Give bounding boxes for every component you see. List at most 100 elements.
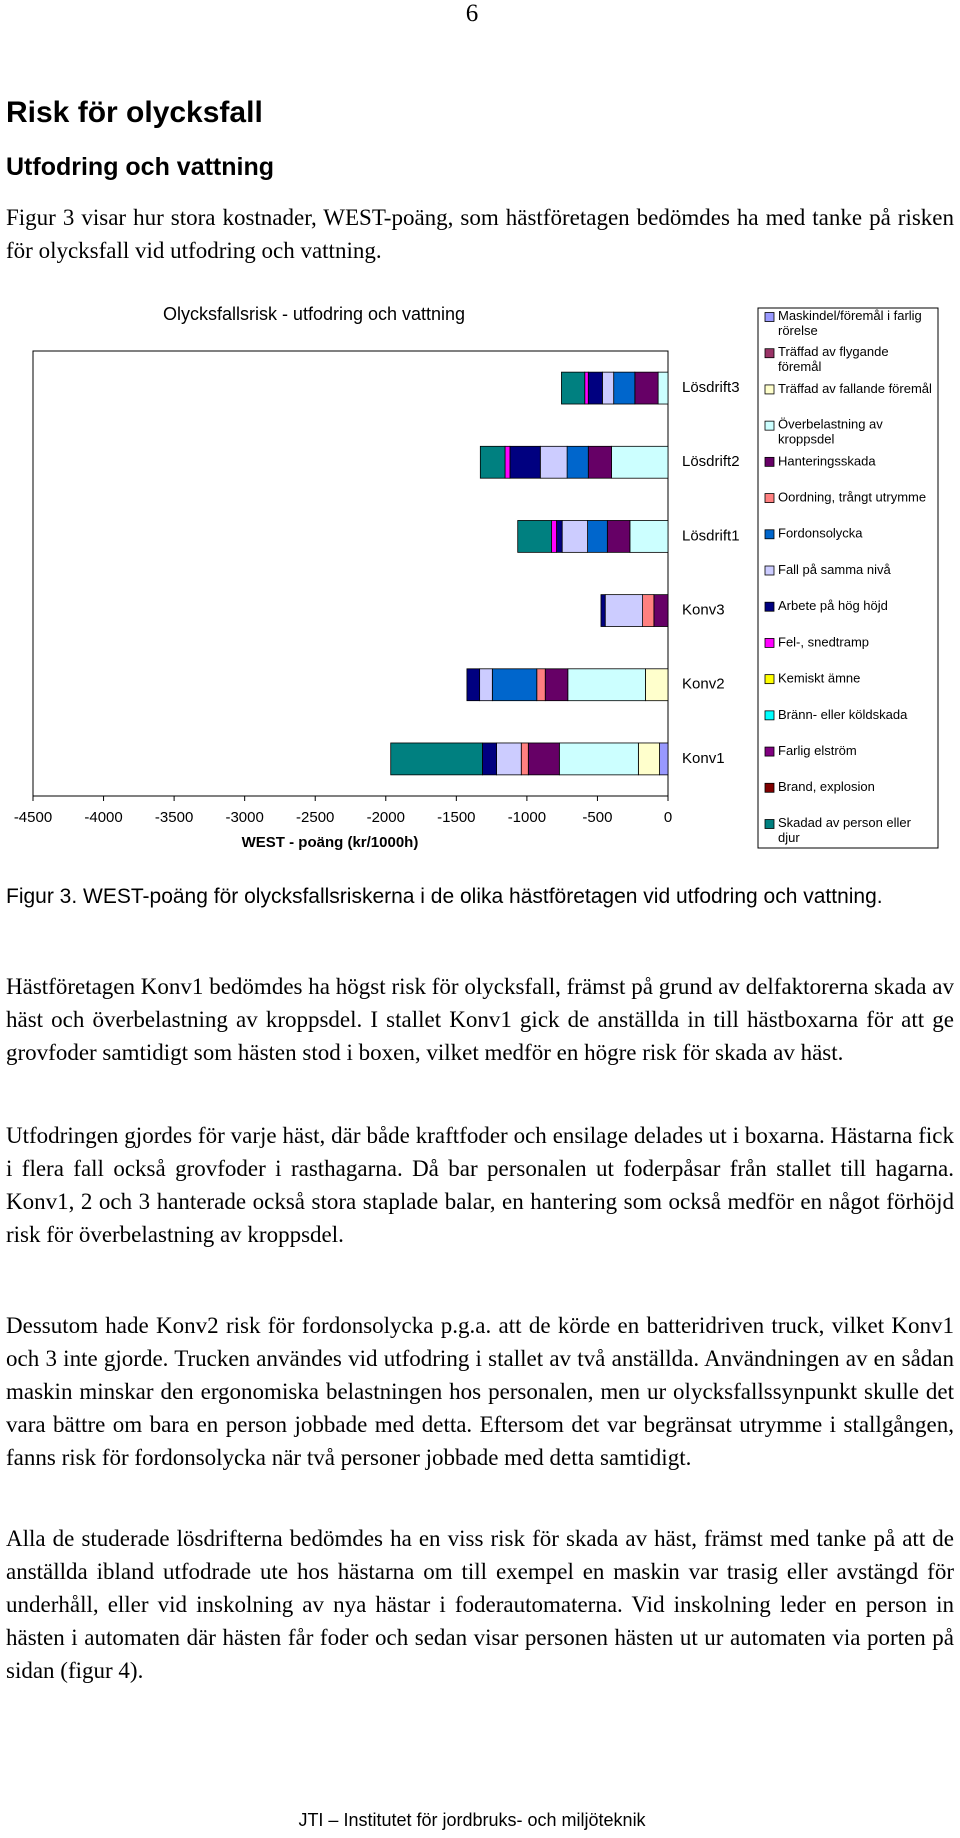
- x-tick-label: -4500: [14, 809, 52, 826]
- plot-area: [32, 350, 669, 797]
- bar-segment: [613, 371, 636, 405]
- bar-segment: [390, 742, 483, 776]
- category-label: Lösdrift2: [682, 453, 740, 470]
- x-tick-label: 0: [664, 809, 672, 826]
- legend-label: Maskindel/föremål i farlig rörelse: [778, 308, 922, 338]
- figure-caption: Figur 3. WEST-poäng för olycksfallsriske…: [6, 885, 883, 908]
- bar-segment: [496, 742, 522, 776]
- bar-segment: [517, 520, 552, 553]
- subheading: Utfodring och vattning: [6, 153, 275, 181]
- legend-label: Hanteringsskada: [778, 453, 876, 468]
- legend-swatch: [764, 674, 775, 685]
- bar-segment: [645, 668, 669, 702]
- legend-swatch: [764, 312, 775, 322]
- legend-label: Träffad av flygande föremål: [778, 345, 889, 375]
- legend-label: Träffad av fallande föremål: [778, 381, 932, 396]
- x-tick-label: -1000: [508, 809, 546, 826]
- bar-segment: [509, 445, 541, 479]
- bar-segment: [659, 742, 669, 776]
- category-label: Konv1: [682, 750, 725, 767]
- legend-swatch: [764, 493, 775, 503]
- paragraph: Utfodringen gjordes för varje häst, där …: [6, 1123, 954, 1247]
- bar-segment: [606, 520, 631, 553]
- bar-segment: [629, 520, 669, 553]
- category-label: Konv3: [682, 602, 725, 619]
- bar-segment: [584, 371, 589, 405]
- bar-segment: [491, 668, 538, 702]
- bar-segment: [642, 594, 655, 627]
- legend-swatch: [764, 420, 775, 431]
- bar-segment: [601, 371, 615, 405]
- bar-segment: [466, 668, 481, 702]
- legend-label: Farlig elström: [778, 743, 857, 758]
- legend-label: Bränn- eller köldskada: [778, 707, 908, 722]
- legend-label: Brand, explosion: [778, 779, 875, 794]
- page-number: 6: [465, 0, 479, 27]
- category-label: Lösdrift3: [682, 379, 740, 396]
- legend-swatch: [764, 782, 775, 793]
- legend-swatch: [764, 456, 775, 467]
- x-tick-label: -3000: [225, 809, 263, 826]
- category-label: Konv2: [682, 676, 725, 693]
- bar-segment: [637, 742, 660, 776]
- legend-swatch: [764, 348, 775, 359]
- legend-swatch: [764, 529, 775, 540]
- bar-segment: [653, 594, 669, 627]
- bar-segment: [479, 668, 493, 702]
- bar-segment: [600, 594, 606, 627]
- bar-segment: [587, 445, 612, 479]
- paragraph: Figur 3 visar hur stora kostnader, WEST-…: [6, 205, 954, 263]
- bar-segment: [561, 520, 588, 553]
- paragraph: Alla de studerade lösdrifterna bedömdes …: [6, 1526, 954, 1683]
- bar-segment: [504, 445, 511, 479]
- bar-segment: [539, 445, 568, 479]
- x-tick-label: -2500: [296, 809, 334, 826]
- legend-box: [757, 307, 939, 849]
- footer: JTI – Institutet för jordbruks- och milj…: [298, 1810, 646, 1830]
- bar-segment: [604, 594, 644, 627]
- legend-label: Fall på samma nivå: [778, 562, 891, 577]
- heading: Risk för olycksfall: [6, 96, 263, 129]
- bar-segment: [482, 742, 497, 776]
- legend-swatch: [764, 601, 775, 612]
- bar-segment: [520, 742, 529, 776]
- bar-segment: [551, 520, 557, 553]
- legend-label: Skadad av person eller djur: [778, 815, 912, 845]
- x-tick-label: -500: [582, 809, 612, 826]
- bar-segment: [561, 371, 586, 405]
- bar-segment: [587, 371, 603, 405]
- x-tick-label: -2000: [367, 809, 405, 826]
- legend-swatch: [764, 638, 775, 648]
- bar-segment: [634, 371, 659, 405]
- x-tick-label: -4000: [84, 809, 122, 826]
- category-label: Lösdrift1: [682, 527, 740, 544]
- legend-label: Överbelastning av kroppsdel: [778, 417, 883, 447]
- bar-segment: [566, 445, 589, 479]
- bar-segment: [556, 520, 563, 553]
- bar-segment: [527, 742, 560, 776]
- x-tick-label: -1500: [437, 809, 475, 826]
- legend-swatch: [764, 746, 775, 757]
- bar-segment: [587, 520, 608, 553]
- legend-swatch: [764, 565, 775, 576]
- x-tick-label: -3500: [155, 809, 193, 826]
- legend-label: Oordning, trångt utrymme: [778, 490, 926, 505]
- chart: Olycksfallsrisk - utfodring och vattning…: [14, 304, 939, 851]
- bar-segment: [544, 668, 569, 702]
- bar-segment: [536, 668, 546, 702]
- legend-swatch: [764, 384, 775, 395]
- x-axis-label: WEST - poäng (kr/1000h): [242, 834, 419, 851]
- bar-segment: [479, 445, 506, 479]
- paragraph: Hästföretagen Konv1 bedömdes ha högst ri…: [6, 974, 954, 1065]
- bar-segment: [558, 742, 639, 776]
- legend-swatch: [764, 710, 775, 721]
- bar-segment: [567, 668, 646, 702]
- legend-label: Fordonsolycka: [778, 526, 863, 541]
- chart-title: Olycksfallsrisk - utfodring och vattning: [163, 304, 465, 324]
- bar-segment: [657, 371, 669, 405]
- legend-label: Kemiskt ämne: [778, 671, 860, 686]
- legend-label: Fel-, snedtramp: [778, 634, 869, 649]
- legend-label: Arbete på hög höjd: [778, 598, 888, 613]
- bar-segment: [611, 445, 669, 479]
